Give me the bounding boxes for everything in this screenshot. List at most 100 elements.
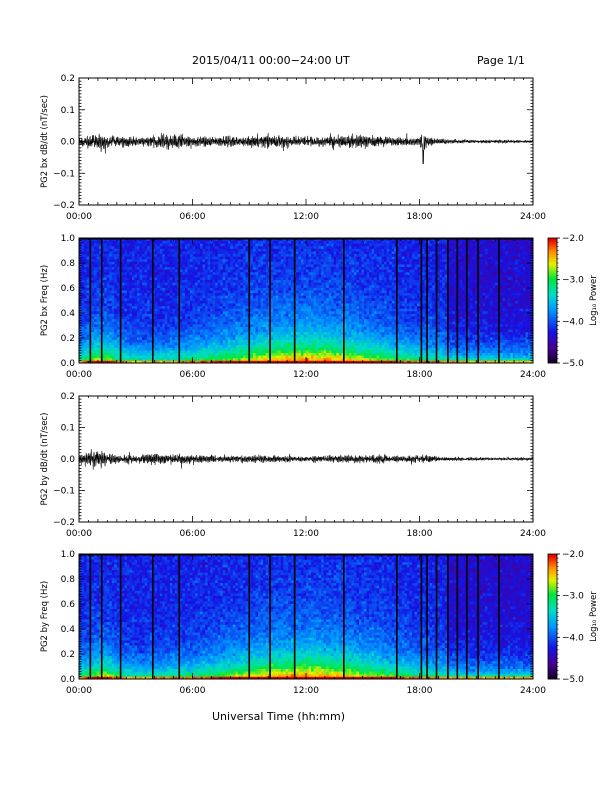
spectrogram-cell bbox=[200, 326, 203, 330]
spectrogram-cell bbox=[159, 266, 163, 270]
spectrogram-cell bbox=[258, 251, 261, 255]
spectrogram-cell bbox=[179, 271, 183, 275]
spectrogram-cell bbox=[295, 279, 299, 283]
spectrogram-cell bbox=[298, 352, 302, 356]
spectrogram-cell bbox=[260, 355, 264, 359]
spectrogram-cell bbox=[237, 342, 241, 346]
spectrogram-cell bbox=[227, 342, 231, 346]
spectrogram-cell bbox=[328, 243, 332, 247]
spectrogram-cell bbox=[189, 279, 193, 283]
spectrogram-cell bbox=[84, 323, 87, 327]
spectrogram-cell bbox=[250, 316, 254, 320]
spectrogram-cell bbox=[106, 240, 110, 244]
spectrogram-cell bbox=[114, 243, 118, 247]
spectrogram-cell bbox=[81, 318, 85, 322]
spectrogram-cell bbox=[222, 349, 226, 353]
spectrogram-cell bbox=[86, 261, 90, 265]
spectrogram-cell bbox=[245, 297, 249, 301]
spectrogram-cell bbox=[275, 292, 279, 296]
spectrogram-cell bbox=[220, 264, 224, 268]
spectrogram-cell bbox=[167, 310, 171, 314]
spectrogram-cell bbox=[288, 347, 292, 351]
spectrogram-cell bbox=[200, 321, 203, 325]
spectrogram-cell bbox=[116, 240, 120, 244]
spectrogram-cell bbox=[139, 326, 143, 330]
spectrogram-cell bbox=[182, 318, 186, 322]
spectrogram-cell bbox=[227, 355, 231, 359]
spectrogram-cell bbox=[104, 344, 108, 348]
spectrogram-cell bbox=[121, 355, 125, 359]
spectrogram-cell bbox=[235, 308, 239, 312]
spectrogram-cell bbox=[96, 269, 100, 273]
spectrogram-cell bbox=[275, 284, 279, 288]
spectrogram-cell bbox=[215, 357, 219, 361]
spectrogram-cell bbox=[144, 274, 148, 278]
spectrogram-cell bbox=[306, 308, 309, 312]
spectrogram-cell bbox=[232, 347, 236, 351]
spectrogram-cell bbox=[126, 347, 130, 351]
spectrogram-cell bbox=[237, 318, 241, 322]
spectrogram-cell bbox=[109, 310, 113, 314]
spectrogram-cell bbox=[232, 331, 236, 335]
spectrogram-cell bbox=[220, 326, 224, 330]
spectrogram-cell bbox=[139, 331, 143, 335]
spectrogram-cell bbox=[298, 292, 302, 296]
spectrogram-cell bbox=[121, 349, 125, 353]
spectrogram-cell bbox=[250, 323, 254, 327]
spectrogram-cell bbox=[273, 329, 277, 333]
spectrogram-cell bbox=[278, 349, 282, 353]
spectrogram-cell bbox=[222, 326, 226, 330]
spectrogram-cell bbox=[285, 274, 289, 278]
spectrogram-cell bbox=[96, 331, 100, 335]
spectrogram-cell bbox=[225, 243, 229, 247]
spectrogram-cell bbox=[197, 256, 201, 260]
y-tick-label: −0.1 bbox=[53, 169, 75, 179]
x-tick-label: 18:00 bbox=[407, 212, 433, 222]
spectrogram-cell bbox=[106, 334, 110, 338]
spectrogram-cell bbox=[169, 251, 173, 255]
spectrogram-cell bbox=[81, 240, 85, 244]
spectrogram-cell bbox=[290, 316, 294, 320]
spectrogram-cell bbox=[323, 292, 327, 296]
spectrogram-cell bbox=[237, 331, 241, 335]
spectrogram-cell bbox=[197, 282, 201, 286]
spectrogram-cell bbox=[144, 251, 148, 255]
spectrogram-cell bbox=[104, 357, 108, 361]
spectrogram-cell bbox=[260, 316, 264, 320]
spectrogram-cell bbox=[215, 282, 219, 286]
spectrogram-cell bbox=[200, 264, 203, 268]
spectrogram-cell bbox=[174, 305, 178, 309]
spectrogram-cell bbox=[94, 316, 98, 320]
spectrogram-cell bbox=[162, 355, 166, 359]
spectrogram-cell bbox=[318, 243, 322, 247]
spectrogram-cell bbox=[96, 339, 100, 343]
spectrogram-cell bbox=[154, 360, 158, 364]
spectrogram-cell bbox=[225, 297, 229, 301]
spectrogram-cell bbox=[162, 321, 166, 325]
spectrogram-cell bbox=[328, 287, 332, 291]
spectrogram-cell bbox=[101, 290, 105, 294]
spectrogram-cell bbox=[154, 334, 158, 338]
spectrogram-cell bbox=[232, 355, 236, 359]
spectrogram-cell bbox=[126, 355, 130, 359]
spectrogram-cell bbox=[154, 284, 158, 288]
spectrogram-cell bbox=[202, 274, 206, 278]
spectrogram-cell bbox=[225, 282, 229, 286]
spectrogram-cell bbox=[210, 336, 214, 340]
spectrogram-cell bbox=[263, 308, 267, 312]
spectrogram-cell bbox=[202, 357, 206, 361]
spectrogram-cell bbox=[323, 258, 327, 262]
spectrogram-cell bbox=[205, 355, 209, 359]
spectrogram-cell bbox=[313, 305, 317, 309]
spectrogram-cell bbox=[157, 245, 161, 249]
spectrogram-cell bbox=[134, 248, 138, 252]
spectrogram-cell bbox=[202, 300, 206, 304]
spectrogram-cell bbox=[114, 310, 118, 314]
spectrogram-cell bbox=[164, 245, 168, 249]
spectrogram-cell bbox=[86, 297, 90, 301]
spectrogram-cell bbox=[237, 313, 241, 317]
spectrogram-cell bbox=[207, 287, 211, 291]
spectrogram-cell bbox=[187, 269, 191, 273]
spectrogram-cell bbox=[245, 295, 249, 299]
spectrogram-cell bbox=[79, 344, 82, 348]
